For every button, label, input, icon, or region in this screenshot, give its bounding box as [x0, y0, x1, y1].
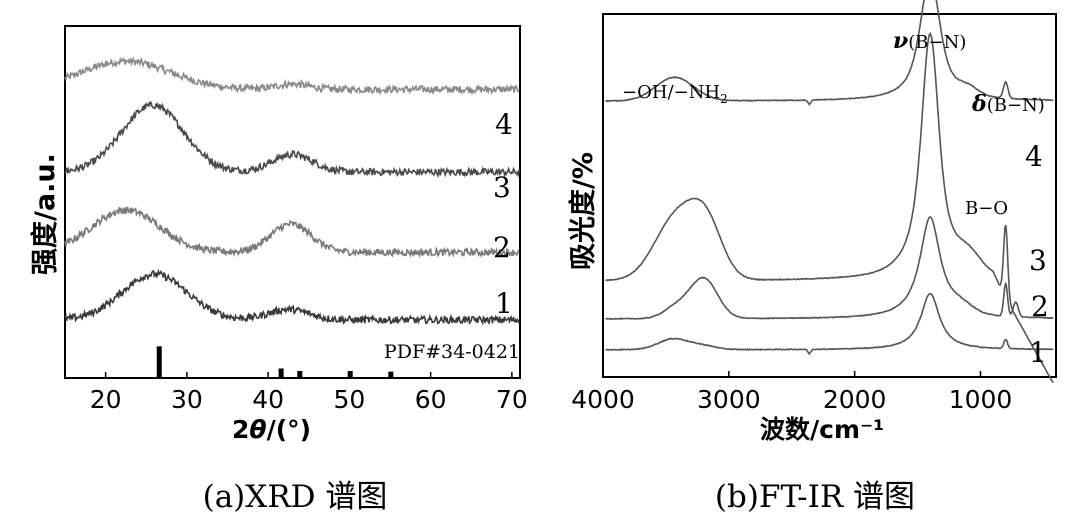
xrd-series-4-line: [64, 56, 520, 96]
ftir-plot-frame: [602, 13, 1057, 378]
xrd-reference-bars: [156, 346, 394, 378]
ftir-x-axis-label: 波数/cm⁻¹: [760, 415, 884, 444]
ftir-annotation-bo: B−O: [965, 198, 1008, 219]
ftir-annotation-delta-bn: δ(B−N): [971, 91, 1045, 117]
ftir-x-tick-label-1000: 1000: [949, 385, 1013, 414]
xrd-reference-peak-3: [347, 371, 353, 378]
ftir-series-1-line: [605, 292, 1054, 356]
xrd-curve-label-1: 1: [495, 287, 513, 320]
ftir-x-tick-label-4000: 4000: [571, 385, 635, 414]
xrd-y-axis-label: 强度/a.u.: [29, 153, 61, 275]
xrd-panel: PDF#34-0421 4 3 2 1 20 30 40 50 60 70 2θ/(°) …: [29, 25, 528, 515]
ftir-x-tick-label-3000: 3000: [697, 385, 761, 414]
ftir-series-3-line: [605, 32, 1054, 384]
ftir-panel: −OH/−NH2 ν(B−N) δ(B−N) B−O 4 3 2 1 4000 3…: [567, 0, 1057, 515]
xrd-reference-peak-1: [278, 368, 284, 378]
ftir-curve-label-1: 1: [1029, 336, 1047, 369]
xrd-x-tick-label-40: 40: [252, 385, 284, 414]
ftir-curve-label-2: 2: [1031, 290, 1049, 323]
ftir-series-2-line: [605, 216, 1054, 321]
xrd-reference-peak-4: [388, 371, 394, 378]
ftir-curves: [605, 0, 1054, 384]
ftir-series-4-line: [605, 0, 1054, 106]
ftir-curve-label-4: 4: [1025, 140, 1043, 173]
ftir-annotation-oh-nh2: −OH/−NH2: [622, 82, 728, 106]
xrd-series-3-line: [64, 100, 520, 179]
xrd-x-tick-label-70: 70: [496, 385, 528, 414]
ftir-x-ticks: 4000 3000 2000 1000: [571, 371, 1012, 414]
xrd-reference-label: PDF#34-0421: [384, 341, 520, 363]
ftir-y-axis-label: 吸光度/%: [567, 152, 599, 270]
ftir-x-tick-label-2000: 2000: [823, 385, 887, 414]
xrd-x-axis-label: 2θ/(°): [232, 415, 311, 444]
xrd-reference-peak-0: [156, 346, 162, 378]
ftir-caption: (b)FT-IR 谱图: [715, 479, 915, 515]
xrd-x-tick-label-60: 60: [415, 385, 447, 414]
xrd-curves: [64, 56, 520, 326]
xrd-x-tick-label-50: 50: [333, 385, 365, 414]
xrd-x-tick-label-20: 20: [90, 385, 122, 414]
xrd-curve-label-2: 2: [493, 231, 511, 264]
xrd-x-ticks: 20 30 40 50 60 70: [90, 372, 528, 414]
xrd-series-2-line: [64, 206, 520, 259]
ftir-curve-label-3: 3: [1029, 244, 1047, 277]
xrd-plot-frame: [64, 25, 521, 379]
xrd-caption: (a)XRD 谱图: [203, 479, 388, 515]
xrd-curve-label-3: 3: [493, 171, 511, 204]
xrd-reference-peak-2: [297, 371, 303, 378]
ftir-annotation-nu-bn: ν(B−N): [893, 28, 966, 54]
xrd-x-tick-label-30: 30: [171, 385, 203, 414]
xrd-series-1-line: [64, 268, 520, 326]
xrd-curve-label-4: 4: [495, 108, 513, 141]
